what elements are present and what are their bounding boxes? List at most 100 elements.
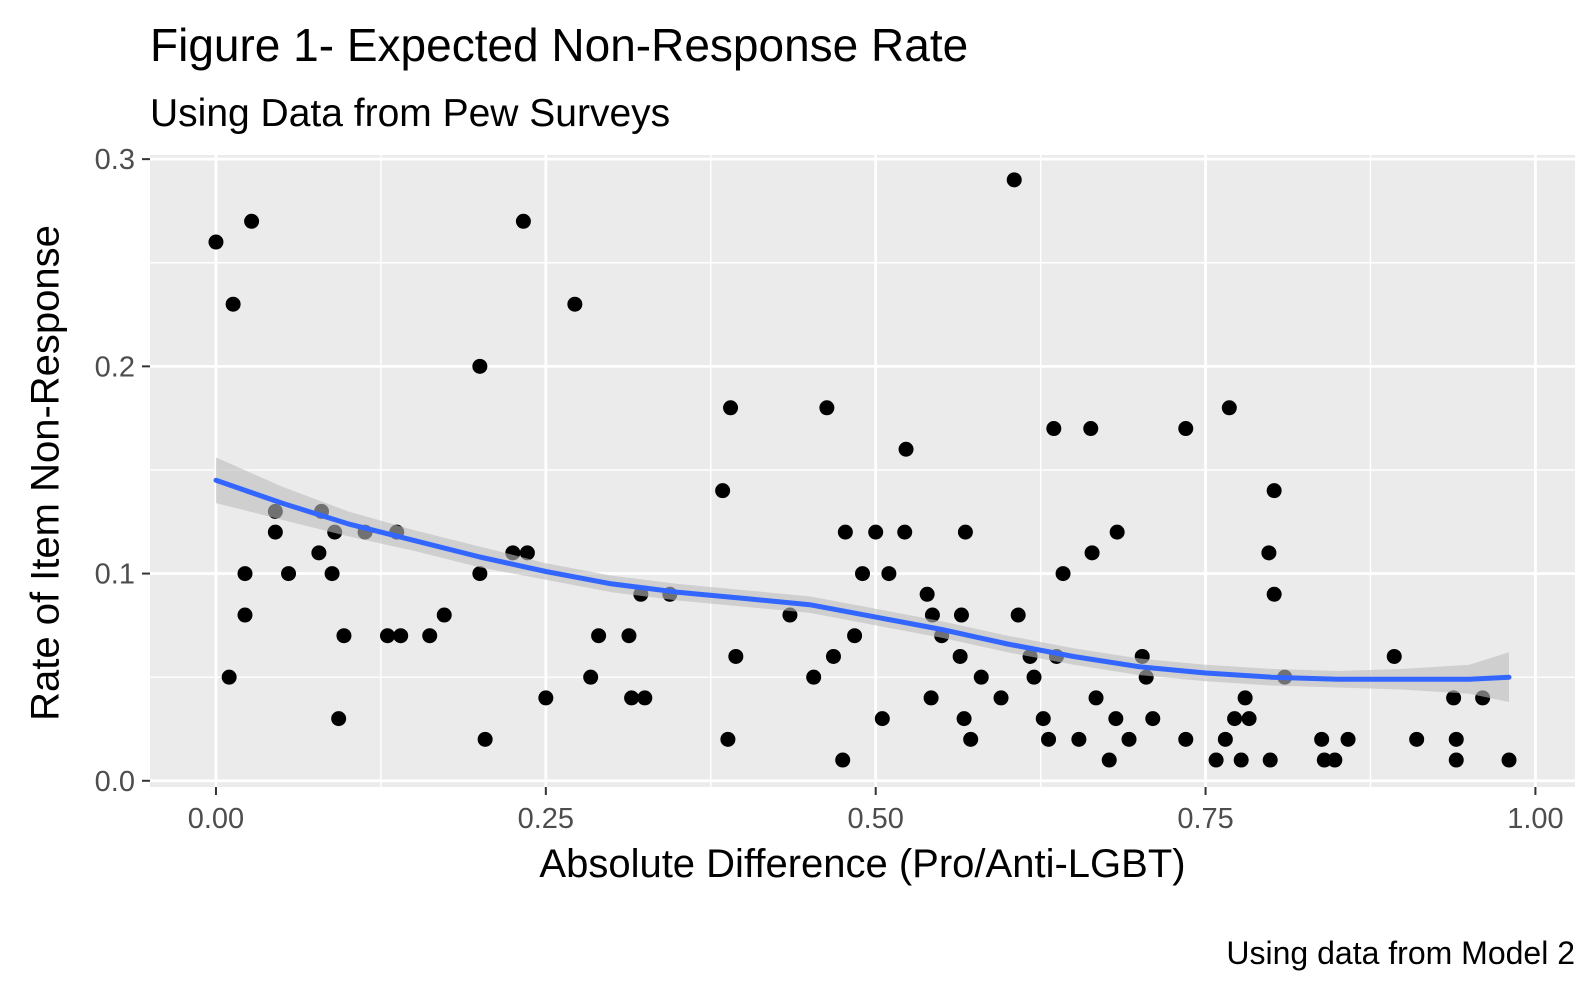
data-point [847, 628, 863, 644]
data-point [993, 690, 1009, 706]
data-point [957, 524, 973, 540]
y-tick-label: 0.2 [95, 351, 135, 383]
data-point [1233, 752, 1249, 768]
data-point [624, 690, 640, 706]
data-point [728, 648, 744, 664]
data-point [393, 628, 409, 644]
data-point [1221, 400, 1237, 416]
data-point [720, 731, 736, 747]
data-point [819, 400, 835, 416]
data-point [897, 524, 913, 540]
data-point [380, 628, 395, 644]
data-point [1237, 690, 1253, 706]
data-point [311, 545, 327, 561]
data-point [1109, 524, 1125, 540]
chart-title: Figure 1- Expected Non-Response Rate [150, 19, 969, 71]
data-point [237, 607, 253, 623]
data-point [221, 669, 237, 685]
data-point [1327, 752, 1343, 768]
data-point [1340, 731, 1356, 747]
data-point [208, 234, 224, 250]
data-point [881, 566, 897, 582]
data-point [855, 566, 870, 582]
data-point [1314, 731, 1330, 747]
data-point [1108, 711, 1124, 727]
data-point [567, 296, 583, 312]
data-point [1071, 731, 1087, 747]
data-point [963, 731, 979, 747]
data-point [956, 711, 972, 727]
data-point [973, 669, 989, 685]
data-point [837, 524, 853, 540]
data-point [1121, 731, 1137, 747]
data-point [874, 711, 890, 727]
data-point [723, 400, 739, 416]
y-tick-label: 0.0 [95, 766, 135, 798]
data-point [1041, 731, 1057, 747]
data-point [1501, 752, 1517, 768]
data-point [1006, 172, 1022, 188]
data-point [1101, 752, 1117, 768]
data-point [1262, 752, 1278, 768]
data-point [806, 669, 822, 685]
data-point [715, 483, 731, 499]
data-point [519, 545, 535, 561]
data-point [472, 358, 488, 374]
data-point [583, 669, 599, 685]
x-tick-label: 0.00 [188, 803, 244, 835]
data-point [1409, 731, 1425, 747]
data-point [1448, 752, 1464, 768]
data-point [281, 566, 297, 582]
data-point [1026, 669, 1042, 685]
chart-subtitle: Using Data from Pew Surveys [150, 92, 671, 135]
data-point [1084, 545, 1100, 561]
data-point [1145, 711, 1161, 727]
plot-panel [150, 155, 1575, 787]
data-point [331, 711, 347, 727]
data-point [1241, 711, 1257, 727]
data-point [953, 607, 969, 623]
chart-caption: Using data from Model 2 [1226, 935, 1575, 971]
data-point [637, 690, 653, 706]
data-point [923, 690, 939, 706]
data-point [472, 566, 488, 582]
x-tick-label: 1.00 [1507, 803, 1563, 835]
data-point [436, 607, 452, 623]
data-point [336, 628, 352, 644]
data-point [591, 628, 607, 644]
data-point [538, 690, 554, 706]
data-point [237, 566, 253, 582]
data-point [919, 586, 935, 602]
data-point [422, 628, 438, 644]
x-axis-label: Absolute Difference (Pro/Anti-LGBT) [539, 842, 1186, 886]
data-point [1217, 731, 1233, 747]
data-point [515, 213, 531, 229]
data-point [477, 731, 493, 747]
data-point [898, 441, 914, 457]
data-point [1178, 421, 1194, 437]
data-point [1266, 586, 1282, 602]
data-point [1035, 711, 1051, 727]
loess-smooth-line [213, 477, 1512, 682]
data-point [1010, 607, 1026, 623]
data-point [825, 648, 841, 664]
data-point [835, 752, 851, 768]
x-tick-label: 0.75 [1177, 803, 1233, 835]
data-point [1178, 731, 1194, 747]
data-point [1055, 566, 1071, 582]
y-tick-label: 0.3 [95, 144, 135, 176]
y-tick-label: 0.1 [95, 559, 135, 591]
data-point [952, 648, 968, 664]
data-point [1208, 752, 1224, 768]
data-point [1083, 421, 1099, 437]
data-point [225, 296, 241, 312]
data-point [1227, 711, 1243, 727]
data-point [1266, 483, 1282, 499]
data-point [244, 213, 260, 229]
y-axis-label: Rate of Item Non-Response [23, 225, 68, 721]
data-point [1261, 545, 1277, 561]
data-point [267, 524, 283, 540]
data-point [324, 566, 340, 582]
data-point [1386, 648, 1402, 664]
